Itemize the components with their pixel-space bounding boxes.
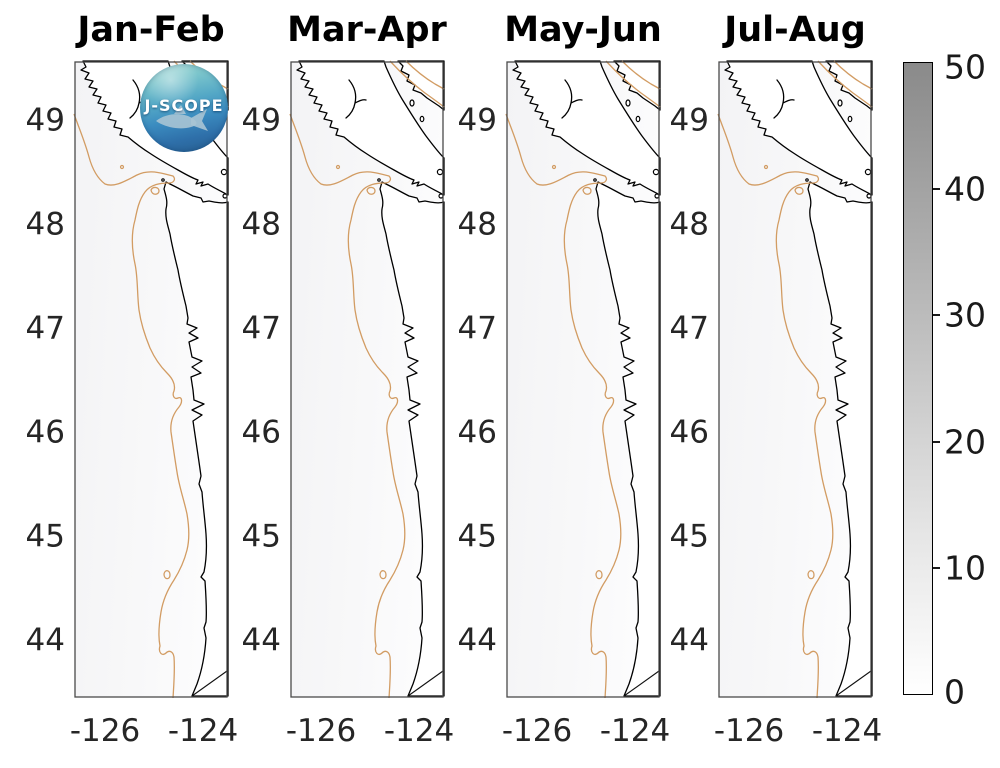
lon-tick-label: -126 [713,713,785,749]
map-panel-may-jun [500,55,666,704]
lat-tick-label: 45 [241,518,281,555]
lat-tick-label: 46 [241,414,281,451]
colorbar-tick-label: 0 [944,672,965,712]
lat-tick-label: 47 [25,310,65,347]
colorbar-tick-label: 50 [944,47,986,87]
colorbar-tick-label: 40 [944,169,986,209]
lat-tick-label: 44 [669,622,709,659]
lon-tick-label: -126 [69,713,141,749]
lat-tick-label: 48 [457,206,497,243]
lat-tick-label: 48 [241,206,281,243]
lat-tick-label: 45 [669,518,709,555]
colorbar-tick [933,441,940,443]
lat-tick-label: 46 [457,414,497,451]
colorbar-tick [933,567,940,569]
lat-tick-label: 49 [457,102,497,139]
lat-tick-label: 45 [25,518,65,555]
fish-icon [156,105,208,131]
lat-tick-label: 44 [241,622,281,659]
colorbar-tick-label: 30 [944,295,986,335]
lat-tick-label: 49 [25,102,65,139]
map-panel-jul-aug [712,55,878,704]
panel-title-may-jun: May-Jun [504,10,662,50]
lat-tick-label: 47 [669,310,709,347]
colorbar-tick [933,188,940,190]
map-panel-jan-feb [68,55,234,704]
map-panel-mar-apr [284,55,450,704]
lon-tick-label: -124 [383,713,455,749]
lat-tick-label: 47 [457,310,497,347]
lon-tick-label: -124 [811,713,883,749]
panel-title-jul-aug: Jul-Aug [724,10,866,50]
lat-tick-label: 49 [241,102,281,139]
colorbar-tick-label: 10 [944,548,986,588]
lon-tick-label: -126 [501,713,573,749]
lat-tick-label: 46 [669,414,709,451]
lat-tick-label: 46 [25,414,65,451]
lon-tick-label: -124 [167,713,239,749]
lat-tick-label: 48 [25,206,65,243]
panel-title-jan-feb: Jan-Feb [77,10,225,50]
lon-tick-label: -126 [285,713,357,749]
lat-tick-label: 44 [25,622,65,659]
lat-tick-label: 49 [669,102,709,139]
logo-title: J-SCOPE [144,96,224,115]
panel-title-mar-apr: Mar-Apr [287,10,447,50]
lat-tick-label: 45 [457,518,497,555]
lat-tick-label: 44 [457,622,497,659]
lat-tick-label: 47 [241,310,281,347]
colorbar [903,62,933,695]
jscope-logo: J-SCOPE [140,64,228,152]
colorbar-tick-label: 20 [944,422,986,462]
lat-tick-label: 48 [669,206,709,243]
colorbar-tick [933,314,940,316]
lon-tick-label: -124 [599,713,671,749]
